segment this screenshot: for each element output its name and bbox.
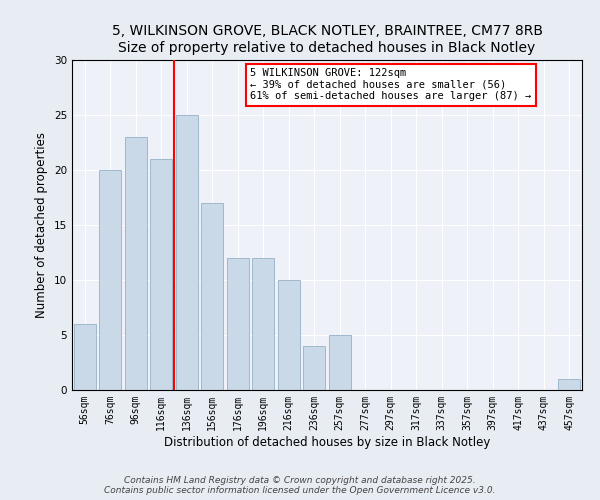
Text: Contains HM Land Registry data © Crown copyright and database right 2025.
Contai: Contains HM Land Registry data © Crown c… [104, 476, 496, 495]
Bar [329, 335, 350, 390]
Y-axis label: Number of detached properties: Number of detached properties [35, 132, 49, 318]
Bar [176, 115, 197, 390]
Bar [74, 324, 95, 390]
Bar [202, 203, 223, 390]
X-axis label: Distribution of detached houses by size in Black Notley: Distribution of detached houses by size … [164, 436, 490, 448]
Title: 5, WILKINSON GROVE, BLACK NOTLEY, BRAINTREE, CM77 8RB
Size of property relative : 5, WILKINSON GROVE, BLACK NOTLEY, BRAINT… [112, 24, 542, 54]
Text: 5 WILKINSON GROVE: 122sqm
← 39% of detached houses are smaller (56)
61% of semi-: 5 WILKINSON GROVE: 122sqm ← 39% of detac… [251, 68, 532, 102]
Bar [151, 159, 172, 390]
Bar [253, 258, 274, 390]
Bar [125, 137, 146, 390]
Bar [100, 170, 121, 390]
Bar [559, 379, 580, 390]
Bar [304, 346, 325, 390]
Bar [278, 280, 299, 390]
Bar [227, 258, 248, 390]
